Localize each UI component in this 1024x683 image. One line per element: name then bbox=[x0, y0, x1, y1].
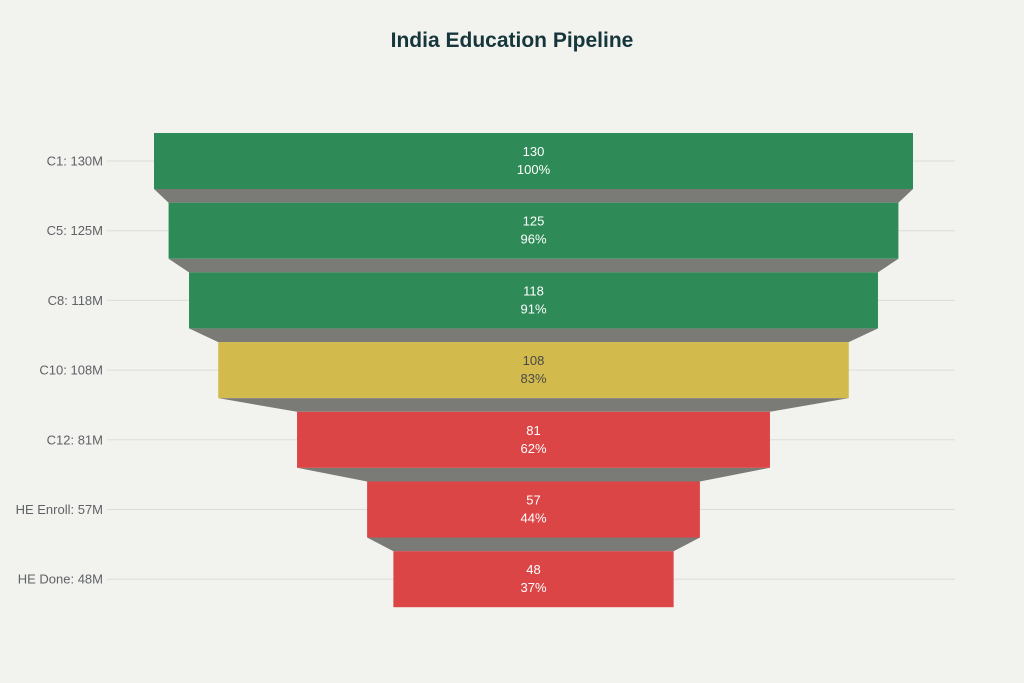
funnel-connector bbox=[218, 398, 849, 412]
bar-value-label: 48 bbox=[526, 562, 540, 577]
y-axis-tick-label: C10: 108M bbox=[39, 363, 103, 378]
funnel-connector bbox=[189, 328, 878, 343]
y-axis-tick-label: C12: 81M bbox=[47, 432, 103, 447]
y-axis-tick-label: C5: 125M bbox=[47, 223, 103, 238]
funnel-connector bbox=[367, 537, 700, 552]
bar-percent-label: 37% bbox=[520, 580, 546, 595]
y-axis-tick-label: C1: 130M bbox=[47, 154, 103, 169]
funnel-connector bbox=[297, 467, 770, 482]
bar-percent-label: 62% bbox=[520, 441, 546, 456]
funnel-bar[interactable] bbox=[154, 133, 913, 189]
chart-title: India Education Pipeline bbox=[390, 29, 634, 52]
bar-value-label: 125 bbox=[523, 214, 545, 229]
bar-percent-label: 96% bbox=[520, 232, 546, 247]
funnel-bar[interactable] bbox=[367, 481, 700, 538]
bar-value-label: 118 bbox=[523, 283, 544, 298]
y-axis-tick-label: HE Enroll: 57M bbox=[16, 502, 103, 517]
bar-percent-label: 44% bbox=[520, 511, 546, 526]
bar-value-label: 108 bbox=[523, 353, 545, 368]
funnel-bar[interactable] bbox=[393, 551, 674, 608]
funnel-connector bbox=[168, 258, 899, 273]
y-axis-tick-label: HE Done: 48M bbox=[18, 572, 103, 587]
funnel-bar[interactable] bbox=[297, 411, 770, 468]
bar-percent-label: 100% bbox=[517, 162, 551, 177]
funnel-bar[interactable] bbox=[168, 202, 899, 259]
bar-value-label: 130 bbox=[523, 144, 545, 159]
bar-value-label: 81 bbox=[526, 423, 540, 438]
funnel-stage-c1[interactable]: 130 100% bbox=[154, 133, 913, 189]
connectors bbox=[154, 189, 913, 552]
funnel-connector bbox=[154, 189, 913, 203]
bar-percent-label: 83% bbox=[520, 371, 546, 386]
bar-percent-label: 91% bbox=[520, 301, 546, 316]
bar-value-label: 57 bbox=[526, 493, 540, 508]
y-axis-tick-label: C8: 118M bbox=[48, 293, 103, 308]
funnel-bar[interactable] bbox=[189, 272, 878, 329]
funnel-bar[interactable] bbox=[218, 342, 849, 399]
